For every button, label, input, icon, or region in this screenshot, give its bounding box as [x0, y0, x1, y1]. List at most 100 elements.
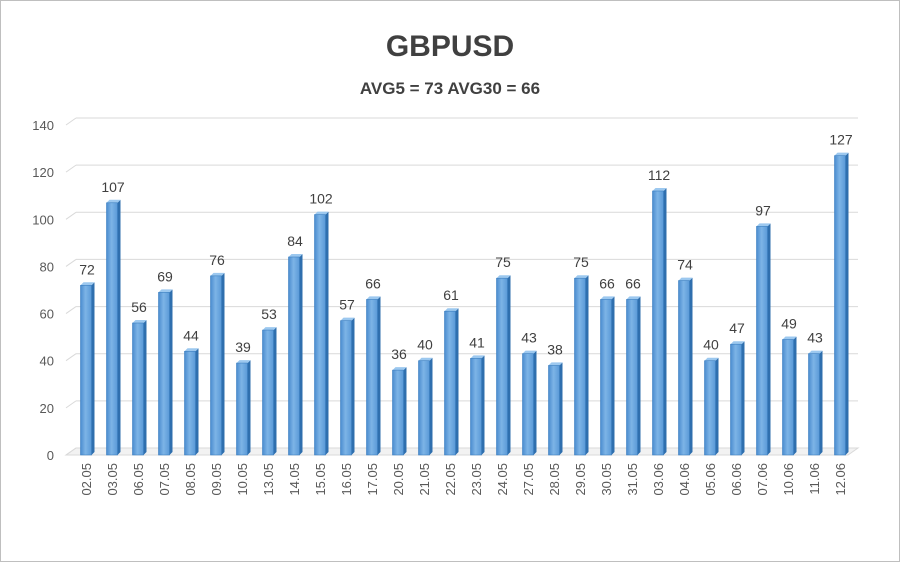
bar	[392, 367, 407, 456]
x-tick-label: 23.05	[469, 463, 484, 496]
bar	[496, 275, 511, 456]
data-label: 66	[365, 275, 381, 291]
bar	[652, 188, 667, 456]
x-tick-label: 10.06	[781, 463, 796, 496]
y-tick-label: 80	[40, 259, 54, 274]
bar	[236, 360, 251, 456]
x-tick-label: 20.05	[391, 463, 406, 496]
x-tick-label: 21.05	[417, 463, 432, 496]
data-label: 40	[417, 337, 433, 353]
y-tick-label: 60	[40, 307, 54, 322]
x-tick-label: 12.06	[833, 463, 848, 496]
data-label: 84	[287, 233, 303, 249]
x-axis: 02.05 03.05 06.05 07.05 08.05 09.05 10.05 13.05…	[79, 463, 848, 496]
x-tick-label: 10.05	[235, 463, 250, 496]
x-tick-label: 31.05	[625, 463, 640, 496]
data-label: 40	[703, 337, 719, 353]
bar	[522, 350, 537, 456]
data-label: 75	[495, 254, 511, 270]
x-tick-label: 16.05	[339, 463, 354, 496]
bars	[80, 152, 849, 456]
y-tick-label: 40	[40, 354, 54, 369]
data-label: 69	[157, 268, 173, 284]
bar	[834, 152, 849, 456]
x-tick-label: 14.05	[287, 463, 302, 496]
bar	[366, 296, 381, 456]
bar	[808, 350, 823, 456]
y-tick-label: 140	[32, 118, 54, 133]
data-label: 61	[443, 287, 459, 303]
bar	[418, 357, 433, 456]
data-label: 102	[309, 191, 333, 207]
y-tick-label: 120	[32, 165, 54, 180]
data-label: 49	[781, 316, 797, 332]
bar	[444, 308, 459, 456]
data-label: 43	[521, 330, 537, 346]
data-label: 74	[677, 257, 693, 273]
y-tick-label: 100	[32, 212, 54, 227]
data-label: 38	[547, 341, 563, 357]
x-tick-label: 02.05	[79, 463, 94, 496]
x-tick-label: 03.05	[105, 463, 120, 496]
x-tick-label: 17.05	[365, 463, 380, 496]
data-label: 66	[625, 275, 641, 291]
x-tick-label: 03.06	[651, 463, 666, 496]
bar	[314, 211, 329, 456]
data-label: 112	[648, 167, 671, 183]
x-tick-label: 11.06	[807, 463, 822, 495]
data-label: 97	[755, 202, 771, 218]
x-tick-label: 28.05	[547, 463, 562, 496]
x-tick-label: 13.05	[261, 463, 276, 496]
bar	[106, 199, 121, 456]
gridlines	[65, 117, 858, 456]
x-tick-label: 06.06	[729, 463, 744, 496]
data-label: 36	[391, 346, 407, 362]
x-tick-label: 07.06	[755, 463, 770, 496]
data-label: 41	[469, 334, 485, 350]
x-tick-label: 04.06	[677, 463, 692, 496]
bar	[600, 296, 615, 456]
data-label: 47	[729, 320, 745, 336]
x-tick-label: 30.05	[599, 463, 614, 496]
bar	[782, 336, 797, 456]
x-tick-label: 05.06	[703, 463, 718, 496]
y-axis: 0 20 40 60 80 100 120 140	[32, 118, 54, 463]
data-label: 66	[599, 275, 615, 291]
x-tick-label: 06.05	[131, 463, 146, 496]
bar	[626, 296, 641, 456]
bar	[288, 254, 303, 456]
bar	[184, 348, 199, 456]
x-tick-label: 08.05	[183, 463, 198, 496]
x-tick-label: 22.05	[443, 463, 458, 496]
data-label: 76	[209, 252, 225, 268]
bar	[132, 320, 147, 456]
bar	[756, 223, 771, 456]
data-label: 72	[79, 261, 95, 277]
x-tick-label: 15.05	[313, 463, 328, 496]
bar	[340, 317, 355, 456]
x-tick-label: 27.05	[521, 463, 536, 496]
chart-title: GBPUSD	[385, 30, 515, 63]
data-label: 75	[573, 254, 589, 270]
x-tick-label: 29.05	[573, 463, 588, 496]
y-tick-label: 20	[40, 401, 54, 416]
bar	[210, 272, 225, 456]
bar	[704, 357, 719, 456]
data-label: 127	[829, 132, 853, 148]
data-label: 39	[235, 339, 251, 355]
data-label: 107	[101, 179, 125, 195]
bar	[548, 362, 563, 456]
bar	[80, 282, 95, 456]
data-label: 56	[131, 299, 147, 315]
chart-subtitle: AVG5 = 73 AVG30 = 66	[359, 79, 541, 98]
data-label: 57	[339, 297, 355, 313]
bar	[470, 355, 485, 456]
data-label: 44	[183, 327, 199, 343]
x-tick-label: 07.05	[157, 463, 172, 496]
bar	[730, 341, 745, 456]
data-label: 43	[807, 330, 823, 346]
x-tick-label: 09.05	[209, 463, 224, 496]
bar	[574, 275, 589, 456]
